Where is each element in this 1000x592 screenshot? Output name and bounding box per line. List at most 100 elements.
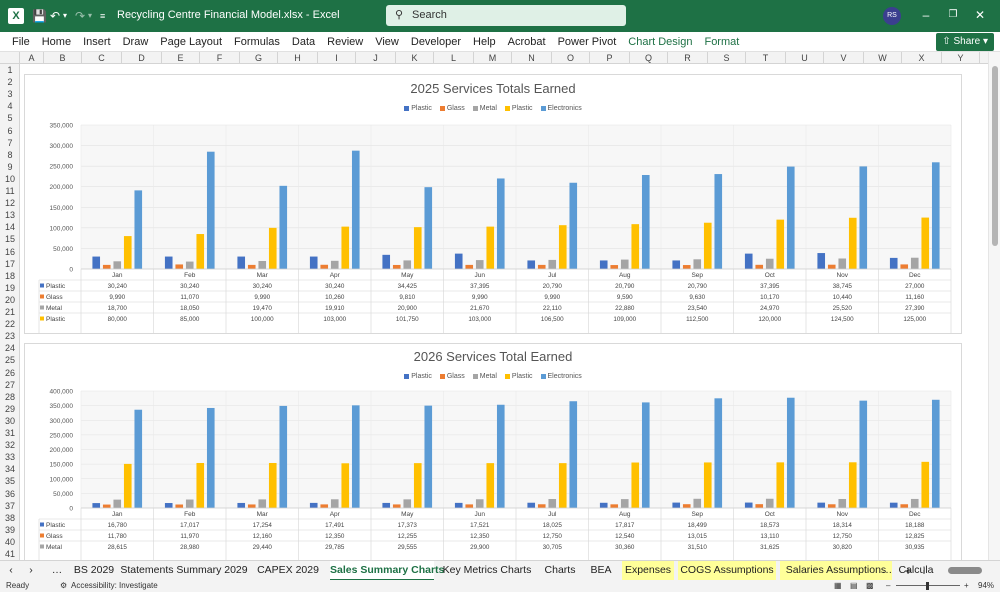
bar-metal[interactable] <box>693 498 702 508</box>
bar-glass[interactable] <box>827 264 836 269</box>
bar-plastic[interactable] <box>92 503 101 508</box>
bar-plastic[interactable] <box>817 502 826 508</box>
ribbon-tab-formulas[interactable]: Formulas <box>234 36 280 48</box>
bar-plastic[interactable] <box>486 226 495 269</box>
column-header-l[interactable]: L <box>434 52 474 64</box>
bar-glass[interactable] <box>247 504 256 508</box>
minimize-icon[interactable]: – <box>922 8 930 22</box>
share-button[interactable]: ⇧ Share ▾ <box>936 33 994 51</box>
column-header-s[interactable]: S <box>708 52 746 64</box>
bar-plastic[interactable] <box>454 502 463 508</box>
options-icon[interactable]: ⋮ <box>919 565 929 575</box>
redo-dropdown-icon[interactable]: ▾ <box>88 11 93 20</box>
column-header-w[interactable]: W <box>864 52 902 64</box>
search-input[interactable]: ⚲ Search <box>386 5 626 26</box>
bar-glass[interactable] <box>102 264 111 269</box>
ribbon-tab-format[interactable]: Format <box>704 36 740 48</box>
bar-plastic[interactable] <box>848 462 857 508</box>
chart-legend[interactable]: Plastic Glass Metal Plastic Electronics <box>25 373 961 380</box>
bar-electronics[interactable] <box>351 150 360 269</box>
redo-icon[interactable]: ↷ <box>75 9 86 23</box>
bar-electronics[interactable] <box>714 398 723 508</box>
bar-electronics[interactable] <box>569 182 578 269</box>
chart-title[interactable]: 2025 Services Totals Earned <box>410 81 576 96</box>
bar-plastic[interactable] <box>164 256 173 269</box>
column-header-o[interactable]: O <box>552 52 590 64</box>
undo-icon[interactable]: ↶ <box>50 9 61 23</box>
bar-metal[interactable] <box>113 499 122 508</box>
ribbon-tab-page-layout[interactable]: Page Layout <box>160 36 223 48</box>
sheet-tab-statements-summary-2029[interactable]: Statements Summary 2029 <box>120 564 248 576</box>
column-header-y[interactable]: Y <box>942 52 980 64</box>
bar-glass[interactable] <box>610 504 619 508</box>
row-header-16[interactable]: 16 <box>4 246 15 257</box>
bar-plastic[interactable] <box>672 260 681 269</box>
bar-glass[interactable] <box>900 504 909 508</box>
zoom-level[interactable]: 94% <box>978 581 995 590</box>
bar-glass[interactable] <box>755 264 764 269</box>
row-header-22[interactable]: 22 <box>4 319 15 330</box>
customize-toolbar-icon[interactable]: ≡ <box>100 11 106 21</box>
bar-plastic[interactable] <box>527 260 536 269</box>
bar-glass[interactable] <box>392 264 401 269</box>
bar-metal[interactable] <box>475 260 484 269</box>
zoom-in-icon[interactable]: + <box>964 581 969 590</box>
bar-plastic[interactable] <box>599 260 608 269</box>
bar-metal[interactable] <box>258 260 267 269</box>
ribbon-tab-file[interactable]: File <box>12 36 30 48</box>
undo-dropdown-icon[interactable]: ▾ <box>63 11 68 20</box>
bar-glass[interactable] <box>175 504 184 508</box>
row-header-18[interactable]: 18 <box>4 270 15 281</box>
bar-glass[interactable] <box>320 504 329 508</box>
bar-metal[interactable] <box>838 498 847 508</box>
bar-plastic[interactable] <box>123 236 132 269</box>
vertical-scrollbar[interactable] <box>988 52 1000 560</box>
sheet-tab-key-metrics-charts[interactable]: Key Metrics Charts <box>442 564 532 576</box>
bar-plastic[interactable] <box>921 217 930 269</box>
sheet-tab-calcula[interactable]: Calcula <box>898 564 934 576</box>
bar-metal[interactable] <box>838 258 847 269</box>
column-header-c[interactable]: C <box>82 52 122 64</box>
sheet-tab-expenses[interactable]: Expenses <box>622 561 674 581</box>
bar-metal[interactable] <box>693 259 702 269</box>
bar-plastic[interactable] <box>889 502 898 508</box>
row-header-12[interactable]: 12 <box>4 198 15 209</box>
bar-plastic[interactable] <box>776 219 785 269</box>
bar-metal[interactable] <box>330 499 339 508</box>
next-sheet-icon[interactable]: › <box>29 564 33 576</box>
row-header-28[interactable]: 28 <box>4 391 15 402</box>
row-header-11[interactable]: 11 <box>5 186 15 196</box>
row-header-17[interactable]: 17 <box>4 258 15 269</box>
normal-view-icon[interactable]: ▦ <box>834 581 842 590</box>
bar-plastic[interactable] <box>558 463 567 508</box>
bar-glass[interactable] <box>537 504 546 508</box>
row-header-25[interactable]: 25 <box>4 355 15 366</box>
bar-plastic[interactable] <box>413 227 422 269</box>
bar-glass[interactable] <box>392 504 401 508</box>
row-header-13[interactable]: 13 <box>4 210 15 221</box>
row-header-5[interactable]: 5 <box>7 113 13 124</box>
bar-glass[interactable] <box>682 265 691 269</box>
bar-plastic[interactable] <box>921 461 930 508</box>
save-icon[interactable]: 💾 <box>32 9 47 23</box>
column-header-k[interactable]: K <box>396 52 434 64</box>
column-header-a[interactable]: A <box>20 52 44 64</box>
row-header-1[interactable]: 1 <box>7 65 13 75</box>
ribbon-tab-draw[interactable]: Draw <box>122 36 149 48</box>
ribbon-tab-acrobat[interactable]: Acrobat <box>507 36 546 48</box>
column-header-v[interactable]: V <box>824 52 864 64</box>
bar-metal[interactable] <box>548 259 557 269</box>
bar-metal[interactable] <box>765 258 774 269</box>
row-header-26[interactable]: 26 <box>4 367 15 378</box>
bar-metal[interactable] <box>403 499 412 508</box>
bar-metal[interactable] <box>548 499 557 508</box>
bar-metal[interactable] <box>113 261 122 269</box>
bar-electronics[interactable] <box>206 407 215 508</box>
column-header-n[interactable]: N <box>512 52 552 64</box>
bar-metal[interactable] <box>620 499 629 508</box>
row-header-36[interactable]: 36 <box>4 488 15 499</box>
bar-electronics[interactable] <box>206 151 215 269</box>
bar-metal[interactable] <box>620 259 629 269</box>
bar-electronics[interactable] <box>496 404 505 508</box>
bar-plastic[interactable] <box>341 463 350 508</box>
